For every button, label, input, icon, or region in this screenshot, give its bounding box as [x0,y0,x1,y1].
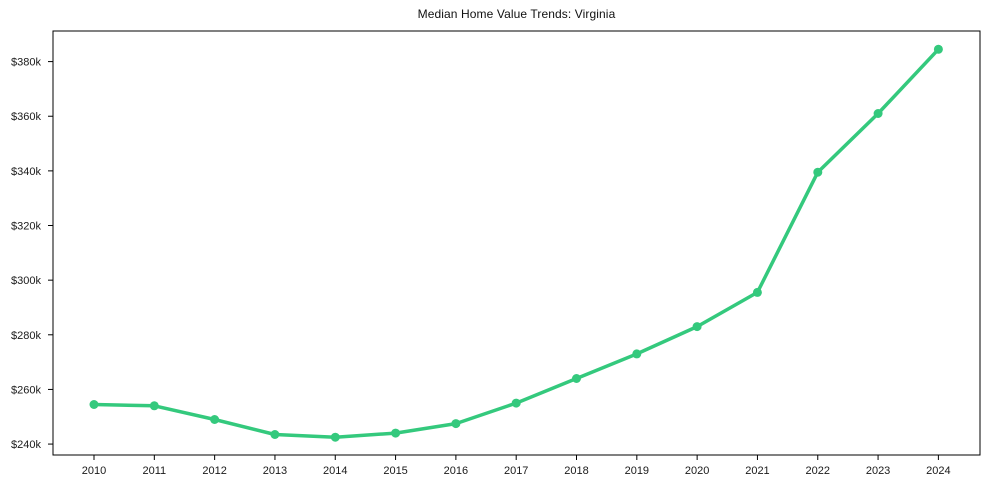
y-tick-label: $340k [11,166,41,178]
x-tick-label: 2015 [383,465,407,477]
y-tick-label: $280k [11,330,41,342]
data-point-2010 [89,400,99,409]
x-tick-label: 2019 [625,465,649,477]
y-tick-label: $360k [11,111,41,123]
x-tick-label: 2012 [202,465,226,477]
x-tick-label: 2020 [685,465,709,477]
data-point-2018 [572,374,581,383]
x-tick-label: 2022 [806,465,830,477]
x-tick-label: 2011 [142,465,166,477]
plot-border [52,30,981,456]
data-point-2019 [632,349,642,359]
x-tick-label: 2024 [926,465,950,477]
data-point-2016 [451,419,461,429]
x-tick-label: 2017 [504,465,528,477]
x-axis-ticks: 2010 2011 2012 2013 2014 2015 2016 2017 2018 2019… [82,455,951,477]
data-point-2017 [511,398,521,408]
y-axis-ticks: $240k $260k $280k $300k $320k $340k $360k $380k [11,57,53,451]
data-point-2023 [873,109,883,118]
y-tick-label: $240k [11,439,41,451]
data-point-2012 [210,415,220,424]
y-tick-label: $300k [11,275,41,287]
x-tick-label: 2023 [866,465,890,477]
trend-line [92,47,941,439]
y-tick-label: $380k [11,57,41,69]
x-tick-label: 2016 [444,465,468,477]
chart-title: Median Home Value Trends: Virginia [417,7,616,21]
data-point-2020 [692,322,702,332]
y-tick-label: $260k [11,384,41,396]
data-point-2015 [391,428,401,438]
data-point-2011 [149,401,159,411]
data-point-2013 [270,430,280,439]
y-tick-label: $320k [11,221,41,233]
data-point-2022 [813,167,823,177]
x-tick-label: 2018 [564,465,588,477]
data-point-2024 [933,44,943,54]
x-tick-label: 2010 [82,465,106,477]
data-point-2021 [752,287,762,297]
x-tick-label: 2021 [745,465,769,477]
x-tick-label: 2013 [263,465,287,477]
x-tick-label: 2014 [323,465,347,477]
data-point-markers [89,44,943,442]
data-point-2014 [330,432,340,442]
